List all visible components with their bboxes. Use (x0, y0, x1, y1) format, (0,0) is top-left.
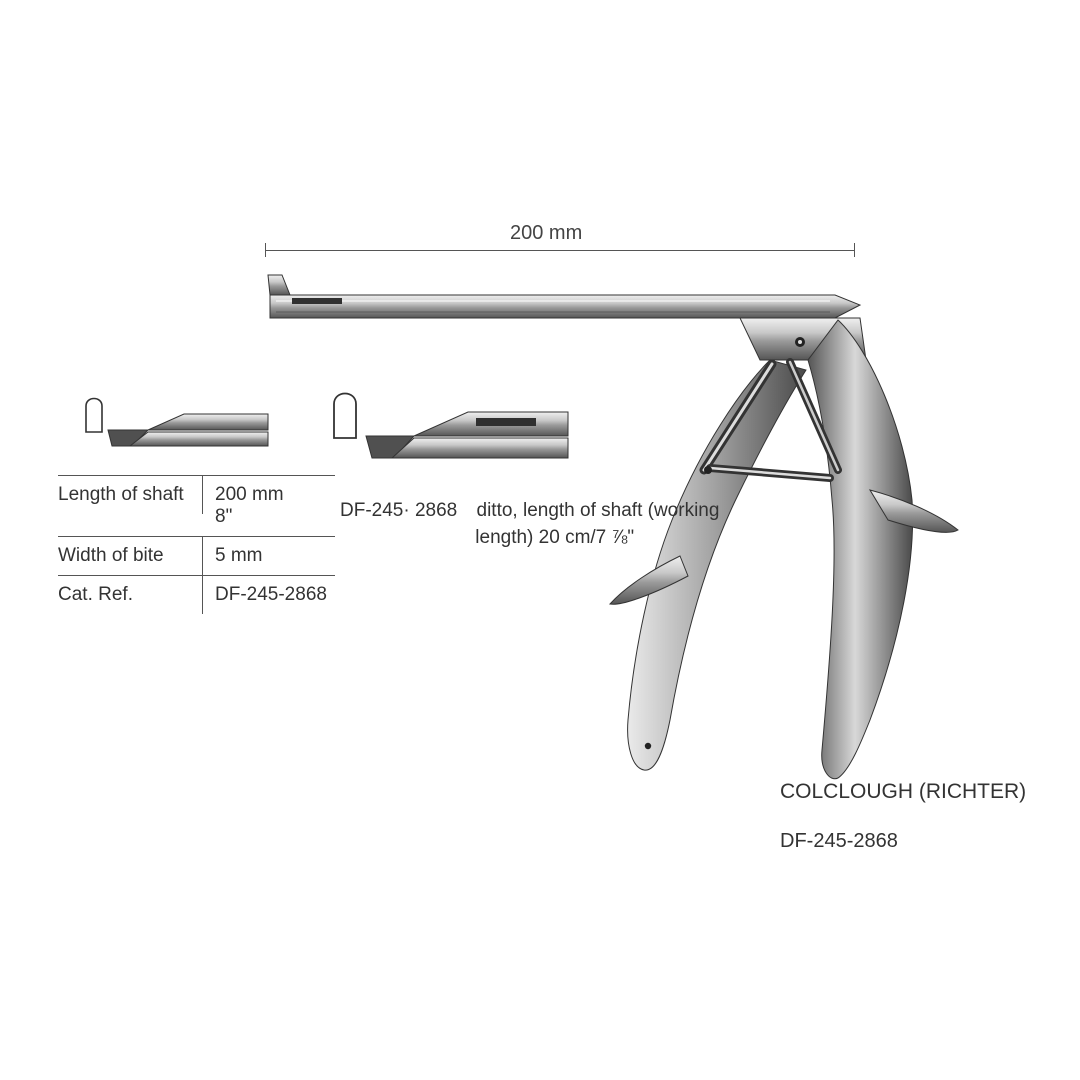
front-handle (610, 360, 806, 770)
main-shaft (268, 275, 860, 318)
mid-caption-text2: length) 20 cm/7 ⅞" (475, 527, 634, 548)
tip-detail-large (334, 394, 568, 459)
spec-value: DF-245-2868 (203, 576, 335, 614)
mid-caption-text1: ditto, length of shaft (working (477, 500, 720, 521)
product-ref: DF-245-2868 (780, 830, 898, 853)
mid-caption: DF-245· 2868 ditto, length of shaft (wor… (340, 498, 720, 551)
spec-row-catref: Cat. Ref. DF-245-2868 (58, 575, 335, 614)
spec-table: Length of shaft 200 mm 8" Width of bite … (58, 475, 335, 614)
product-name: COLCLOUGH (RICHTER) (780, 780, 1026, 804)
rear-handle (808, 320, 958, 779)
spec-label: Width of bite (58, 537, 203, 575)
spec-label: Cat. Ref. (58, 576, 203, 614)
dimension-tick-right (854, 243, 855, 257)
tip-detail-small (86, 399, 268, 447)
spec-value: 200 mm 8" (203, 476, 292, 536)
spec-row-bite: Width of bite 5 mm (58, 536, 335, 575)
dimension-tick-left (265, 243, 266, 257)
spec-label: Length of shaft (58, 476, 203, 514)
mid-caption-ref: DF-245· 2868 (340, 498, 457, 525)
diagram-container: 200 mm Length of shaft 200 mm 8" Width o… (0, 0, 1080, 1080)
spec-row-length: Length of shaft 200 mm 8" (58, 475, 335, 536)
dimension-label: 200 mm (510, 222, 582, 245)
spec-value: 5 mm (203, 537, 271, 575)
dimension-line (265, 250, 855, 251)
